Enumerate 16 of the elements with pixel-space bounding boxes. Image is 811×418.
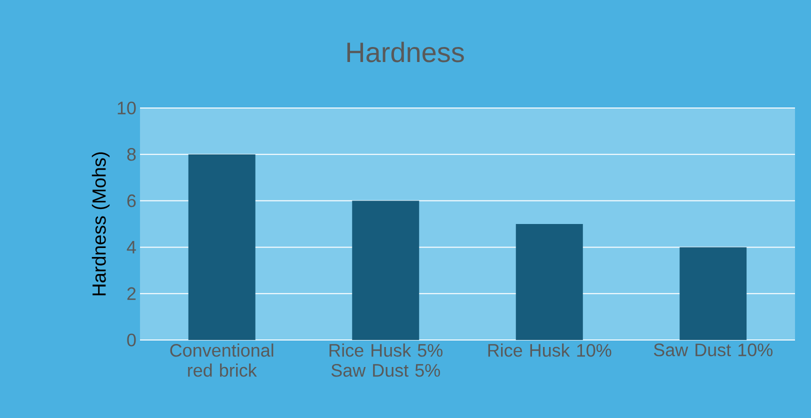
y-tick-label: 2 bbox=[127, 287, 136, 300]
y-tick-label: 8 bbox=[127, 148, 136, 161]
y-axis-title: Hardness (Mohs) bbox=[92, 152, 110, 296]
bar bbox=[516, 224, 583, 340]
x-tick-label: Rice Husk 10% bbox=[488, 344, 612, 357]
bar bbox=[188, 154, 256, 340]
bar bbox=[352, 200, 420, 340]
y-tick-label: 0 bbox=[127, 334, 136, 346]
y-tick-label: 4 bbox=[126, 241, 136, 254]
x-tick-label: Saw Dust 10% bbox=[654, 344, 772, 356]
x-tick-label: Rice Husk 5% Saw Dust 5% bbox=[330, 344, 442, 377]
x-tick-label: Conventional red brick bbox=[170, 344, 274, 377]
chart-title: Hardness bbox=[347, 42, 464, 62]
y-tick-label: 10 bbox=[118, 102, 136, 114]
bar bbox=[680, 247, 747, 340]
y-tick-label: 6 bbox=[127, 194, 136, 208]
